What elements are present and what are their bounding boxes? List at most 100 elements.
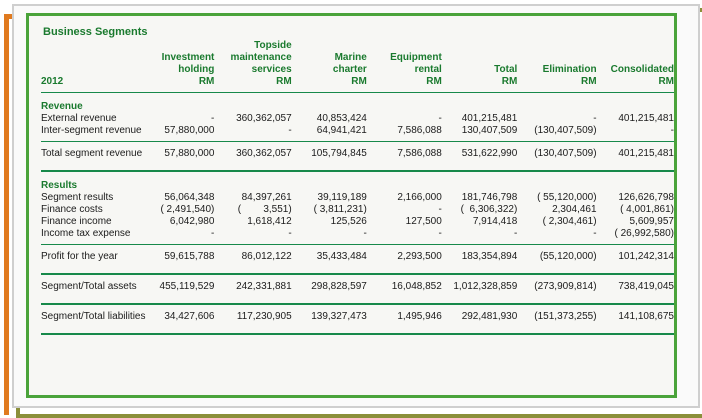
value-cell: (130,407,509): [534, 148, 597, 159]
spacer-cell: [41, 240, 674, 245]
revenue-heading-row: Revenue: [41, 101, 674, 113]
spacer-cell: [41, 171, 674, 180]
column-unit: RM: [276, 76, 292, 87]
column-header-line2: [517, 52, 596, 64]
results-row: Finance costs ( 2,491,540) ( 3,551) ( 3,811…: [41, 204, 674, 216]
revenue-row: Inter-segment revenue 57,880,000 - 64,941,4…: [41, 125, 674, 137]
column-header-line1: [292, 40, 367, 52]
column-header-line1: [158, 40, 214, 52]
column-header-line2: Equipment: [390, 52, 442, 63]
value-cell: 57,880,000: [164, 148, 215, 159]
value-cell: 738,419,045: [618, 281, 674, 292]
column-header-line1: [442, 40, 518, 52]
value-cell: 401,215,481: [461, 113, 518, 124]
row-label: Total segment revenue: [41, 148, 143, 159]
segment-table-card: Business Segments Topside Investment maint…: [26, 13, 677, 398]
assets-row: Segment/Total assets 455,119,529 242,331,8…: [41, 281, 674, 293]
value-cell: 2,166,000: [397, 192, 442, 203]
row-label: Segment/Total liabilities: [41, 311, 146, 322]
column-header-line1: [517, 40, 596, 52]
column-header-line3: Consolidated: [610, 64, 674, 75]
column-header-line1: [597, 40, 674, 52]
column-header-line3: rental: [414, 64, 442, 75]
row-label: Profit for the year: [41, 251, 118, 262]
value-cell: 1,012,328,859: [453, 281, 518, 292]
gap: [41, 304, 674, 311]
spacer-cell: [41, 93, 674, 102]
value-cell: 242,331,881: [236, 281, 292, 292]
header-row-2: Investment maintenance Marine Equipment: [41, 52, 674, 64]
value-cell: 105,794,845: [311, 148, 367, 159]
value-cell: -: [211, 113, 215, 124]
value-cell: -: [670, 125, 674, 136]
results-row: Finance income 6,042,980 1,618,412 125,526 1…: [41, 216, 674, 228]
value-cell: 56,064,348: [164, 192, 215, 203]
column-header-line2: maintenance: [230, 52, 292, 63]
value-cell: ( 4,001,861): [620, 204, 674, 215]
results-row: Income tax expense - - - - - - ( 26,992,580): [41, 228, 674, 240]
column-unit: RM: [581, 76, 597, 87]
header-rule: [41, 88, 674, 93]
column-header-line3: Total: [494, 64, 518, 75]
column-unit: RM: [658, 76, 674, 87]
value-cell: 2,304,461: [552, 204, 597, 215]
results-row: Segment results 56,064,348 84,397,261 39,11…: [41, 192, 674, 204]
spacer-cell: [41, 137, 674, 142]
value-cell: 401,215,481: [618, 148, 674, 159]
value-cell: 360,362,057: [236, 148, 292, 159]
gap: [41, 274, 674, 281]
value-cell: 130,407,509: [461, 125, 518, 136]
value-cell: 126,626,798: [618, 192, 674, 203]
spacer-cell: [41, 160, 674, 172]
spacer-cell: [41, 304, 674, 311]
year-label: 2012: [41, 76, 64, 87]
row-label: Segment/Total assets: [41, 281, 137, 292]
column-header-line1: [367, 40, 442, 52]
value-cell: -: [211, 228, 215, 239]
value-cell: -: [363, 228, 367, 239]
rule: [41, 293, 674, 305]
column-unit: RM: [198, 76, 215, 87]
value-cell: -: [593, 113, 597, 124]
value-cell: (55,120,000): [539, 251, 597, 262]
row-label: Finance income: [41, 216, 112, 227]
spacer-cell: [41, 263, 674, 275]
revenue-row: External revenue - 360,362,057 40,853,424 - 4…: [41, 113, 674, 125]
value-cell: 16,048,852: [391, 281, 442, 292]
column-header-line3: charter: [332, 64, 367, 75]
gap: [41, 171, 674, 180]
header-label-cell: [41, 40, 158, 52]
row-label: Finance costs: [41, 204, 103, 215]
header-row-3: holding services charter rental Total Elimina…: [41, 64, 674, 76]
profit-row: Profit for the year 59,615,788 86,012,122 3…: [41, 251, 674, 263]
value-cell: 5,609,957: [629, 216, 675, 227]
value-cell: 298,828,597: [311, 281, 367, 292]
spacer-cell: [41, 323, 674, 335]
rule: [41, 160, 674, 172]
value-cell: 292,481,930: [461, 311, 518, 322]
value-cell: ( 3,811,231): [313, 204, 367, 215]
value-cell: -: [513, 228, 518, 239]
column-unit: RM: [426, 76, 442, 87]
value-cell: 35,433,484: [316, 251, 367, 262]
rule: [41, 137, 674, 142]
column-header-line1: Topside: [254, 40, 292, 51]
value-cell: 57,880,000: [164, 125, 215, 136]
value-cell: 181,746,798: [461, 192, 518, 203]
value-cell: -: [288, 125, 292, 136]
value-cell: (130,407,509): [534, 125, 597, 136]
value-cell: ( 55,120,000): [537, 192, 597, 203]
business-segments-table: Topside Investment maintenance Marine Equipm…: [41, 40, 674, 335]
value-cell: ( 2,491,540): [160, 204, 215, 215]
column-header-line3: Elimination: [542, 64, 597, 75]
value-cell: 360,362,057: [236, 113, 292, 124]
liabilities-row: Segment/Total liabilities 34,427,606 117,2…: [41, 311, 674, 323]
value-cell: -: [593, 228, 597, 239]
value-cell: -: [438, 228, 442, 239]
row-label: Segment results: [41, 192, 114, 203]
results-heading-row: Results: [41, 180, 674, 192]
value-cell: 455,119,529: [159, 281, 215, 292]
value-cell: -: [438, 204, 442, 215]
column-header-line2: Investment: [161, 52, 215, 63]
column-header-line3: holding: [178, 64, 215, 75]
